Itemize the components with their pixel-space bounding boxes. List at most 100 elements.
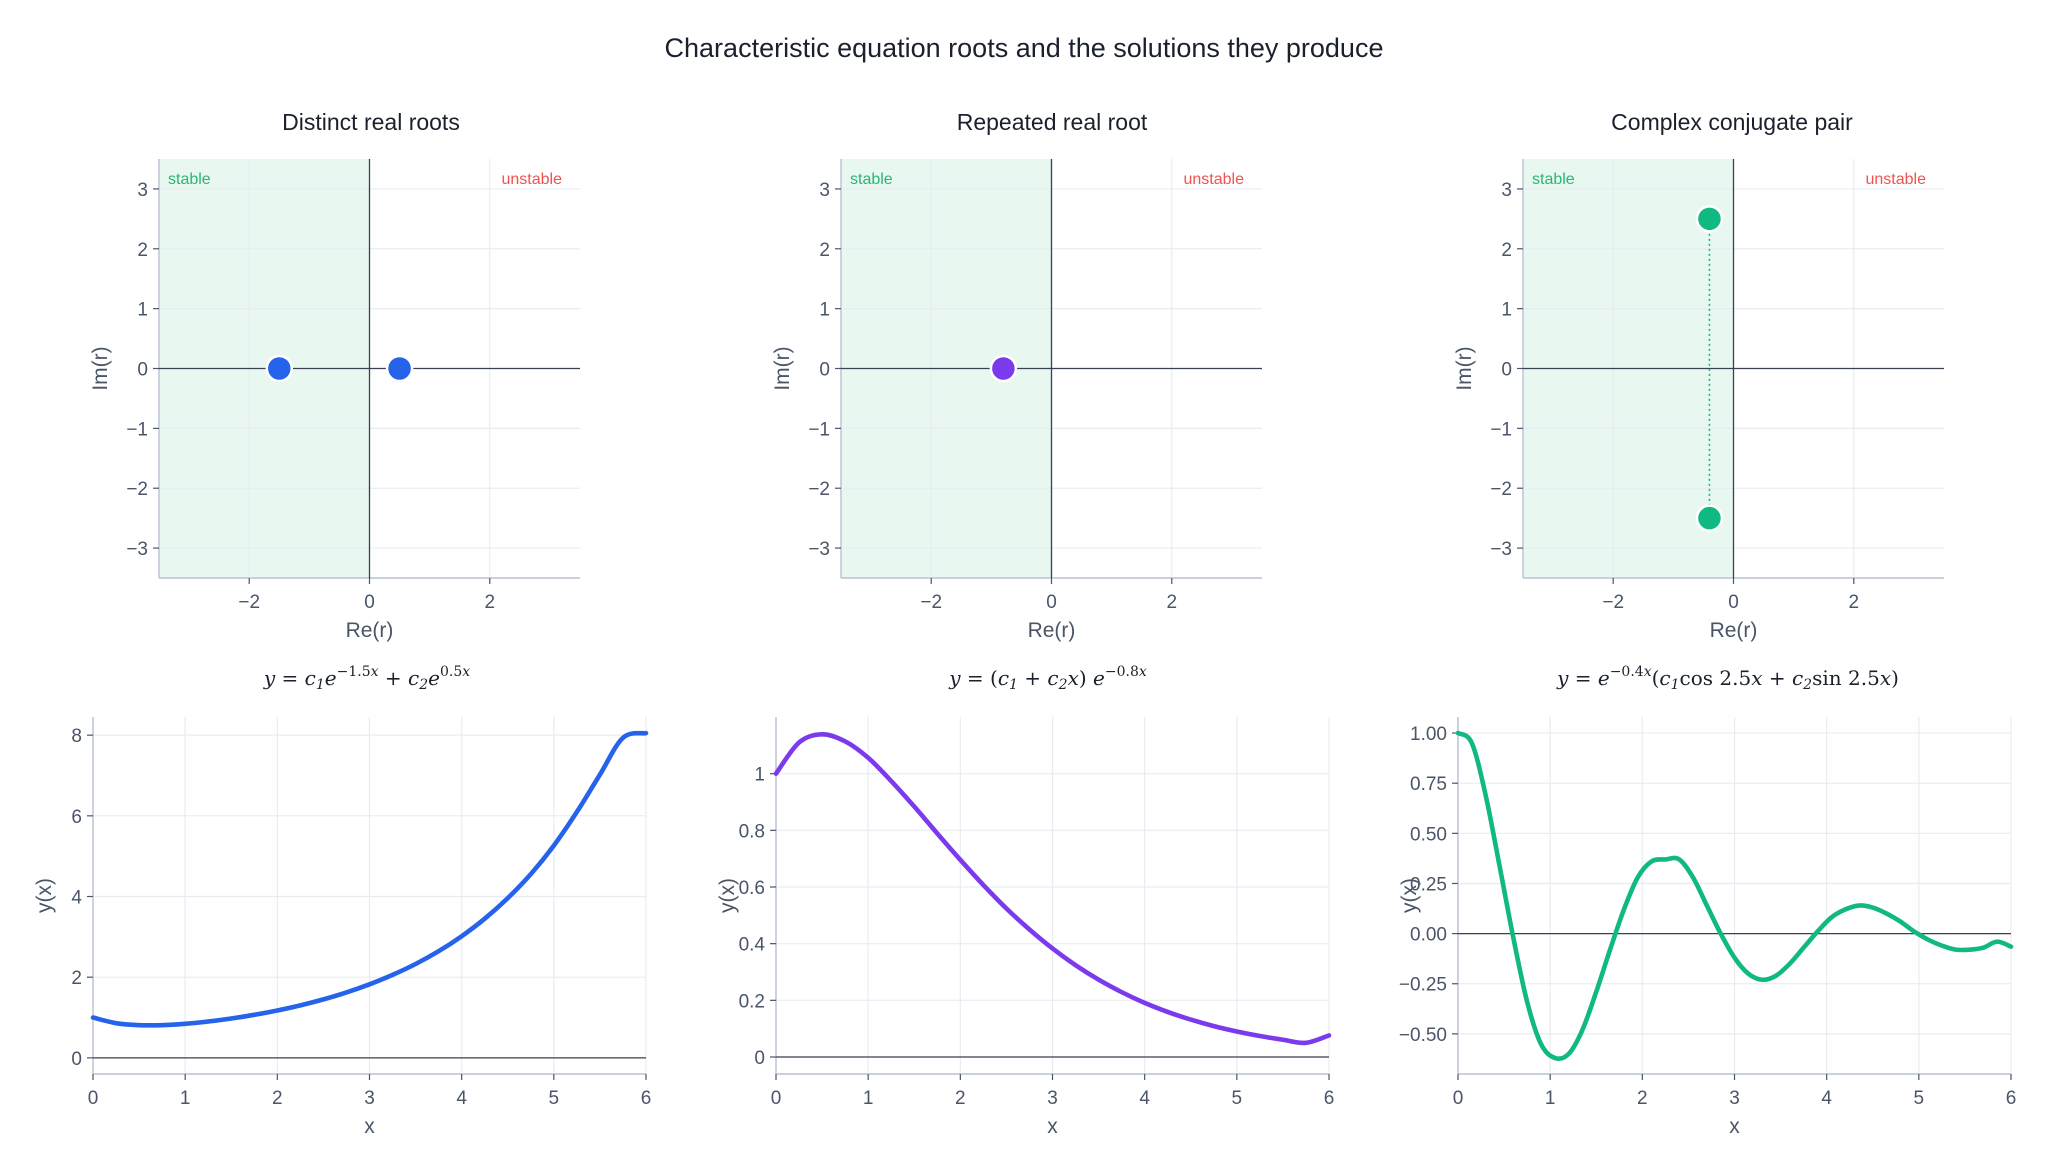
y-tick-label: 0.4 [739,935,766,956]
x-tick-label: 6 [2006,1088,2017,1109]
x-tick-label: 2 [1637,1088,1648,1109]
x-tick-label: 4 [456,1088,467,1109]
y-tick-label: −2 [1490,479,1512,500]
x-axis-label: x [364,1115,375,1138]
x-tick-label: 1 [1545,1088,1556,1109]
y-tick-label: −0.50 [1399,1025,1447,1046]
panel-2: −2 0 2 −3 −2 −1 0 1 2 3 Re(r) Im(r) stable unstable [771,159,1262,642]
figure-title: Characteristic equation roots and the so… [665,33,1384,63]
y-tick-label: 2 [137,240,148,261]
y-tick-label: 0.8 [739,821,765,842]
y-tick-label: 0 [819,360,830,381]
panel-title-complex: Complex conjugate pair [1611,109,1853,135]
y-tick-label: −2 [126,479,148,500]
y-tick-label: 0 [1501,360,1512,381]
y-tick-label: 1 [754,765,765,786]
y-tick-label: 6 [71,807,82,828]
y-tick-label: 1 [137,300,148,321]
y-tick-label: 3 [1501,180,1512,201]
svg-text:y = c1e−1.5x + c2e0.5x: y = c1e−1.5x + c2e0.5x [263,664,470,693]
solution-curve [1455,730,2014,1061]
x-tick-label: 6 [641,1088,652,1109]
y-tick-label: 0.2 [739,991,765,1012]
panel-title-distinct: Distinct real roots [282,109,460,135]
y-tick-label: 0.50 [1410,824,1447,845]
x-tick-label: 2 [272,1088,283,1109]
y-tick-label: 1 [819,300,830,321]
y-tick-label: −1 [126,419,148,440]
panel-4: 0 1 2 3 4 5 6 0 2 4 6 8 x y(x) [33,717,651,1138]
y-axis-label: Im(r) [1453,346,1476,390]
root-point [1695,504,1724,532]
y-tick-label: 3 [137,180,148,201]
svg-text:y = e−0.4x(c1cos 2.5x + c2sin: y = e−0.4x(c1cos 2.5x + c2sin 2.5x) [1556,664,1899,693]
x-tick-label: 6 [1324,1088,1335,1109]
equation-title-distinct: y = c1e−1.5x + c2e0.5x [263,664,470,693]
y-tick-label: 0 [754,1048,765,1069]
y-tick-label: −3 [126,539,148,560]
x-tick-label: 2 [1166,592,1177,613]
unstable-label: unstable [1866,171,1927,188]
y-axis-label: y(x) [716,878,739,913]
stable-label: stable [1532,171,1575,188]
y-axis-label: y(x) [1398,878,1421,913]
root-point [989,354,1018,383]
y-tick-label: 8 [71,726,82,747]
panel-3: −2 0 2 −3 −2 −1 0 1 2 3 Re(r) Im(r) stable unstable [1453,159,1944,642]
y-tick-label: 0.6 [739,878,765,899]
x-tick-label: −2 [1602,592,1624,613]
solution-curve [90,730,649,1028]
y-axis-label: Im(r) [89,346,112,390]
x-tick-label: 3 [364,1088,375,1109]
x-tick-label: 5 [549,1088,560,1109]
x-axis-label: Re(r) [1710,619,1758,642]
x-tick-label: 0 [1046,592,1057,613]
x-tick-label: 0 [364,592,375,613]
root-point [1695,205,1724,233]
y-tick-label: 1 [1501,300,1512,321]
x-tick-label: 0 [88,1088,99,1109]
y-axis-label: Im(r) [771,346,794,390]
y-tick-label: 0 [71,1049,82,1070]
y-tick-label: 0.00 [1410,925,1447,946]
x-tick-label: 3 [1729,1088,1740,1109]
y-tick-label: −0.25 [1399,975,1447,996]
stable-label: stable [168,171,211,188]
x-tick-label: 5 [1914,1088,1925,1109]
x-tick-label: −2 [238,592,260,613]
panel-6: 0 1 2 3 4 5 6 −0.50 −0.25 0.00 0.25 0.50 0.75 1.00 x y(… [1398,717,2016,1138]
y-tick-label: 0 [137,360,148,381]
x-tick-label: 5 [1232,1088,1243,1109]
x-axis-label: x [1047,1115,1058,1138]
stable-label: stable [850,171,893,188]
unstable-label: unstable [502,171,563,188]
panel-1: −2 0 2 −3 −2 −1 0 1 2 3 Re(r) Im(r) stable unstable [89,159,580,642]
svg-text:y = (c1 + c2x) e−0.8x: y = (c1 + c2x) e−0.8x [948,664,1147,693]
solution-curve [773,731,1332,1046]
y-tick-label: 1.00 [1410,724,1447,745]
x-tick-label: 0 [1453,1088,1464,1109]
equation-title-repeated: y = (c1 + c2x) e−0.8x [948,664,1147,693]
x-tick-label: 3 [1047,1088,1058,1109]
x-tick-label: 1 [863,1088,874,1109]
equation-title-complex: y = e−0.4x(c1cos 2.5x + c2sin 2.5x) [1556,664,1899,693]
y-tick-label: −2 [808,479,830,500]
y-tick-label: 3 [819,180,830,201]
panel-title-repeated: Repeated real root [957,109,1148,135]
x-tick-label: 4 [1139,1088,1150,1109]
x-axis-label: Re(r) [346,619,394,642]
y-tick-label: −3 [1490,539,1512,560]
root-point [265,354,294,383]
x-tick-label: 2 [1848,592,1859,613]
x-tick-label: 4 [1821,1088,1832,1109]
y-tick-label: 0.75 [1410,774,1447,795]
x-tick-label: −2 [920,592,942,613]
x-tick-label: 2 [484,592,495,613]
panel-5: 0 1 2 3 4 5 6 0 0.2 0.4 0.6 0.8 1 x y(x) [716,717,1334,1138]
y-tick-label: 2 [1501,240,1512,261]
x-axis-label: x [1729,1115,1740,1138]
y-tick-label: 0.25 [1410,874,1447,895]
y-tick-label: 2 [819,240,830,261]
y-tick-label: 2 [71,968,82,989]
